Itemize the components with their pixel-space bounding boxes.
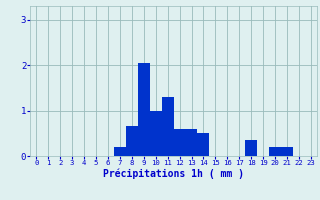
Bar	[162, 97, 173, 156]
Bar	[269, 147, 281, 156]
Bar	[174, 129, 186, 156]
Bar	[114, 147, 126, 156]
Bar	[197, 133, 209, 156]
Bar	[138, 63, 150, 156]
Bar	[281, 147, 293, 156]
X-axis label: Précipitations 1h ( mm ): Précipitations 1h ( mm )	[103, 169, 244, 179]
Bar	[245, 140, 257, 156]
Bar	[150, 111, 162, 156]
Bar	[126, 126, 138, 156]
Bar	[186, 129, 197, 156]
